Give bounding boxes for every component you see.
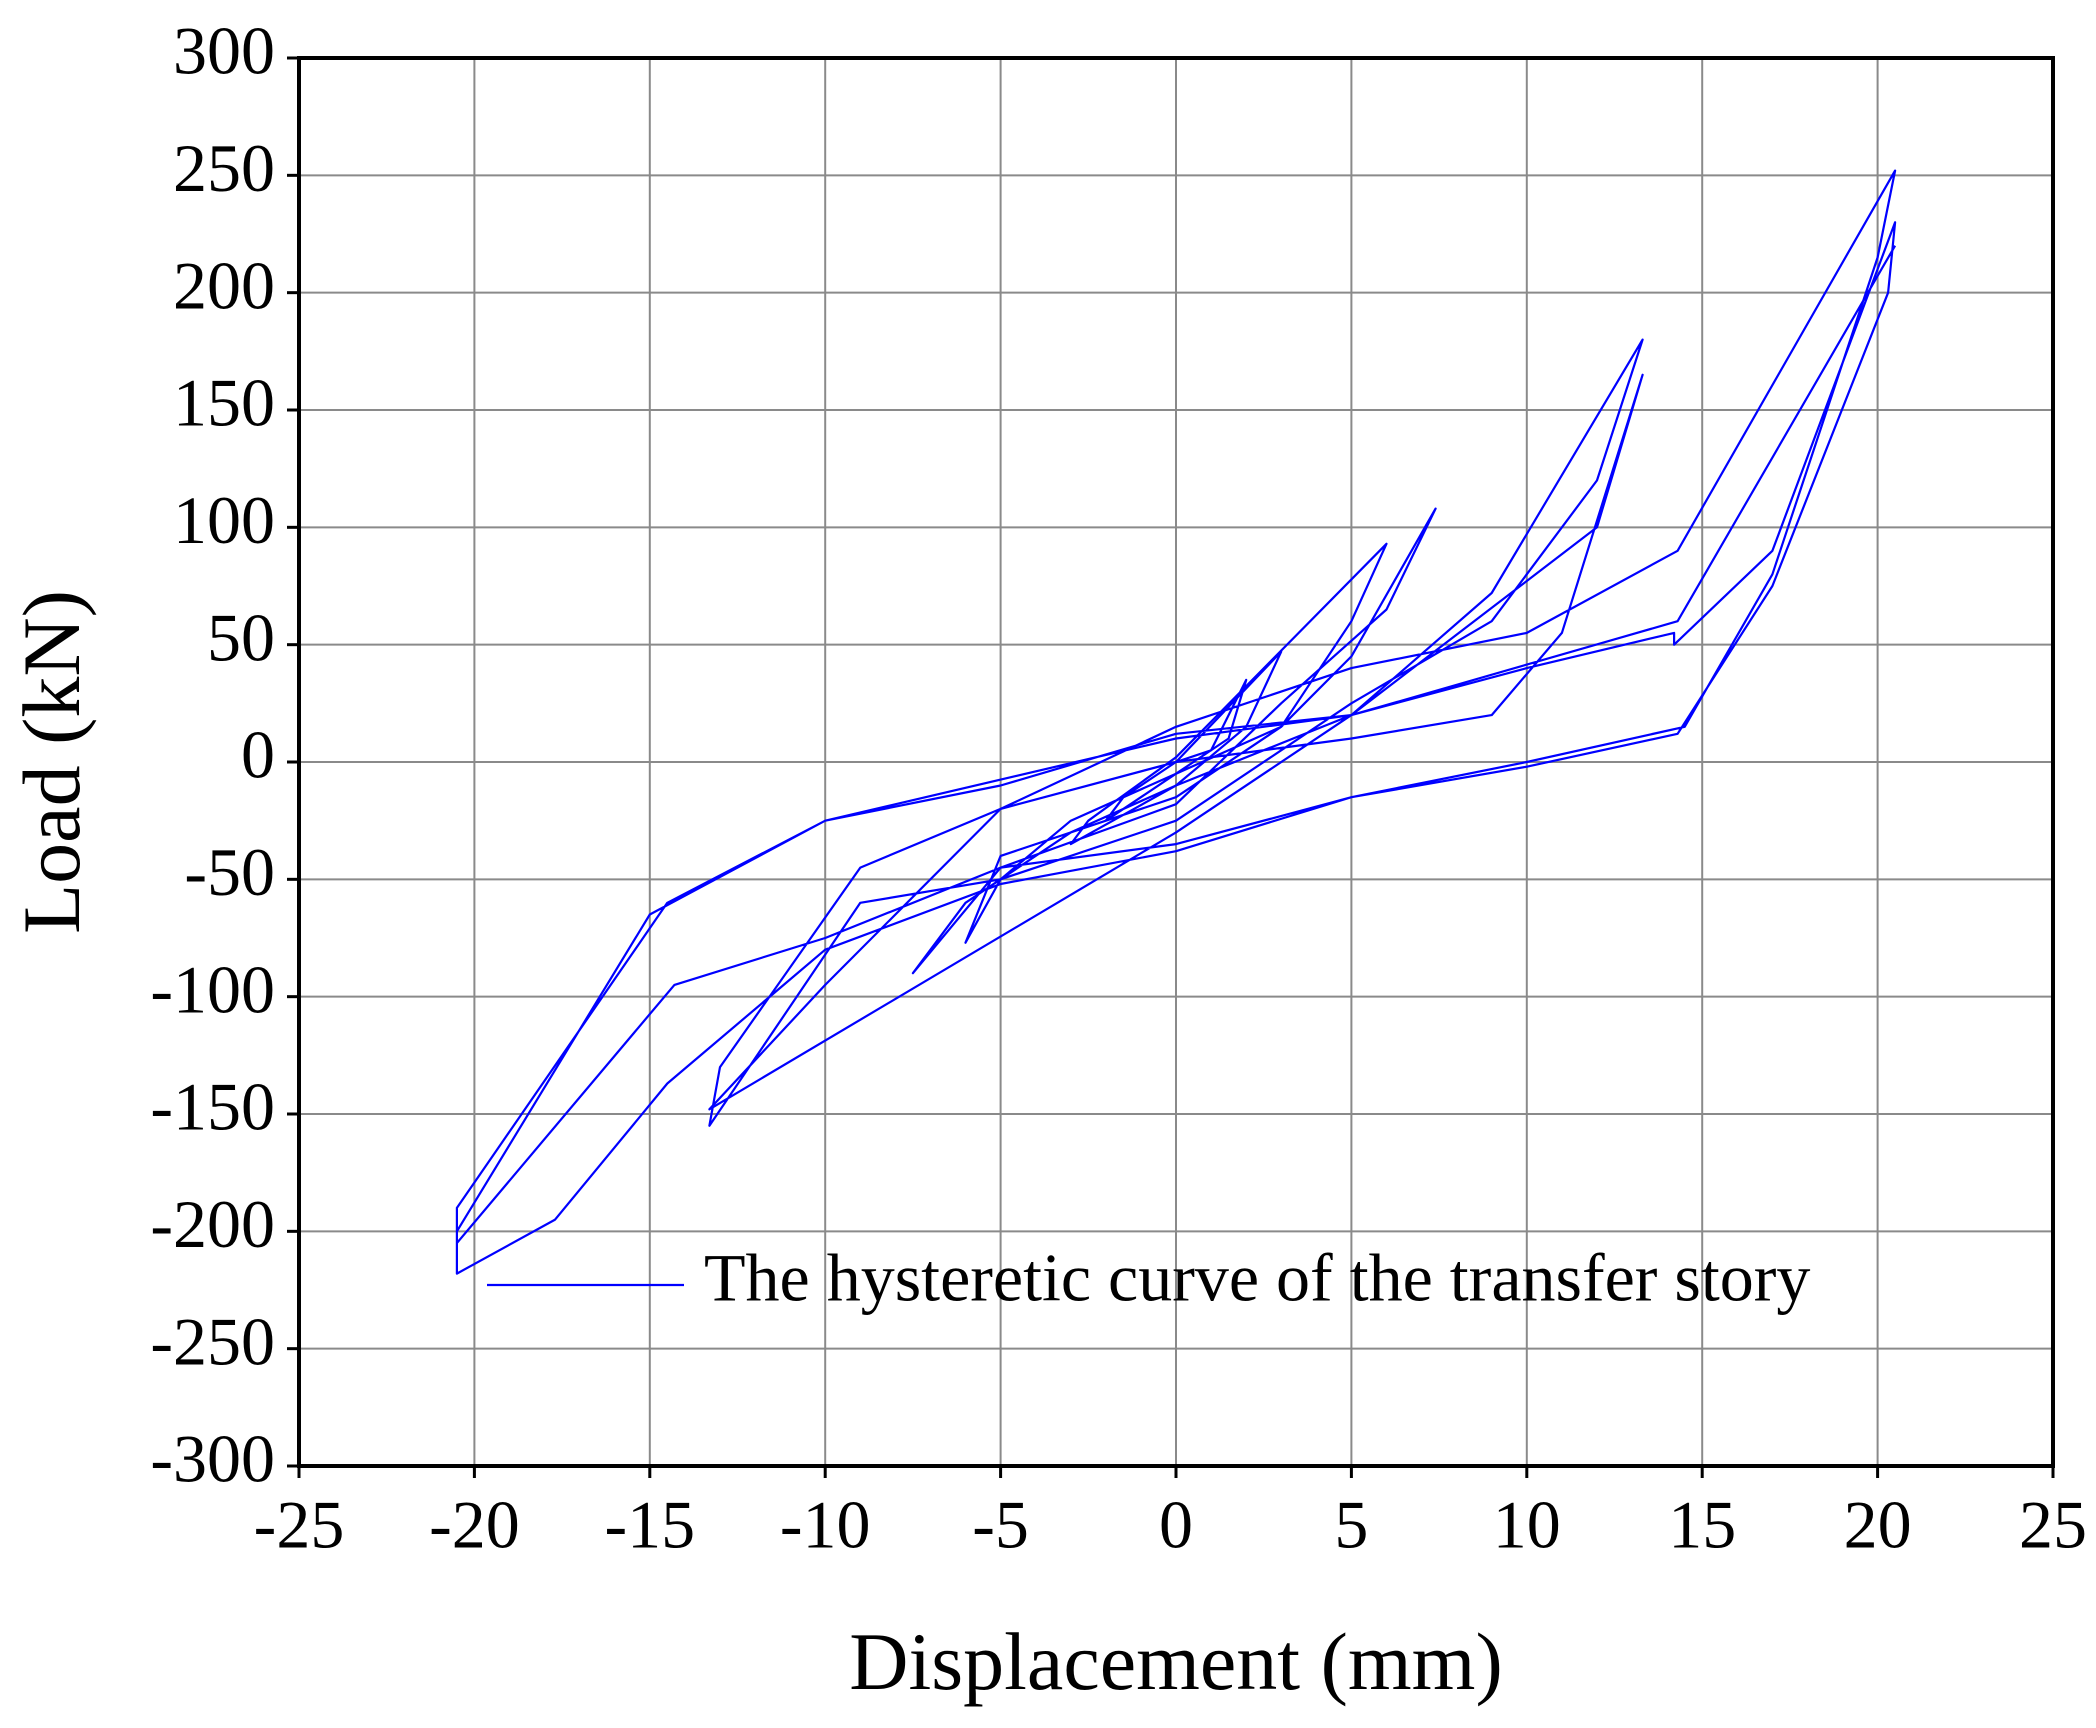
y-tick-label: 50 xyxy=(207,599,275,675)
y-tick-label: -50 xyxy=(184,834,275,910)
x-tick-label: -20 xyxy=(429,1487,520,1563)
legend-label: The hysteretic curve of the transfer sto… xyxy=(704,1240,1810,1316)
y-tick-label: -150 xyxy=(150,1069,275,1145)
x-tick-label: -10 xyxy=(780,1487,871,1563)
data-line xyxy=(455,169,1897,1275)
y-tick-label: -200 xyxy=(150,1186,275,1262)
x-tick-label: 20 xyxy=(1844,1487,1912,1563)
y-tick-label: 150 xyxy=(173,365,275,441)
y-tick-label: 300 xyxy=(173,13,275,89)
x-tick-label: -5 xyxy=(972,1487,1029,1563)
plot-frame xyxy=(297,56,2055,1468)
y-tick-label: 200 xyxy=(173,247,275,323)
y-tick-label: 100 xyxy=(173,482,275,558)
x-tick-label: -25 xyxy=(254,1487,345,1563)
y-tick-label: -300 xyxy=(150,1421,275,1497)
x-tick-label: 15 xyxy=(1668,1487,1736,1563)
y-tick-label: -100 xyxy=(150,951,275,1027)
x-tick-label: 0 xyxy=(1159,1487,1193,1563)
x-tick-label: 25 xyxy=(2019,1487,2087,1563)
y-tick-label: 0 xyxy=(241,717,275,793)
x-tick-label: 5 xyxy=(1334,1487,1368,1563)
y-axis-title: Load (kN) xyxy=(6,590,97,934)
y-tick-label: 250 xyxy=(173,130,275,206)
x-tick-label: 10 xyxy=(1493,1487,1561,1563)
x-tick-label: -15 xyxy=(604,1487,695,1563)
x-axis-title: Displacement (mm) xyxy=(849,1616,1503,1707)
y-tick-label: -250 xyxy=(150,1303,275,1379)
